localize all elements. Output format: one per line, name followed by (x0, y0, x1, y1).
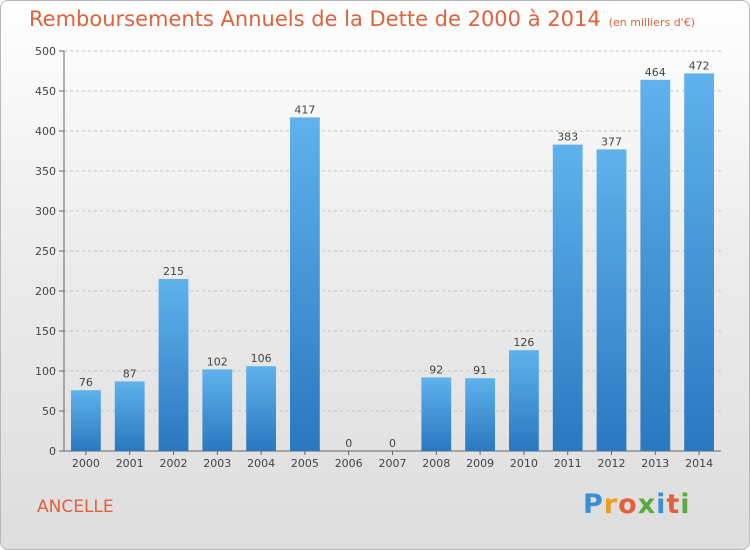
y-tick-label: 350 (35, 165, 56, 178)
data-label: 106 (251, 352, 272, 365)
bar (596, 149, 627, 451)
y-tick-label: 100 (35, 365, 56, 378)
x-tick-label: 2002 (160, 457, 188, 470)
x-tick-label: 2010 (510, 457, 538, 470)
x-tick-label: 2001 (116, 457, 144, 470)
bar (640, 79, 671, 452)
x-tick-label: 2012 (598, 457, 626, 470)
commune-name: ANCELLE (37, 497, 114, 517)
data-label: 0 (345, 437, 352, 450)
y-tick-label: 250 (35, 245, 56, 258)
y-tick-label: 150 (35, 325, 56, 338)
y-tick-label: 200 (35, 285, 56, 298)
data-label: 464 (645, 66, 666, 79)
bar (509, 350, 539, 451)
bar (246, 366, 276, 451)
bars (71, 73, 714, 452)
x-tick-label: 2007 (379, 457, 407, 470)
data-label: 417 (294, 103, 315, 116)
data-label: 102 (207, 355, 228, 368)
y-tick-label: 0 (49, 445, 56, 458)
data-label: 126 (513, 336, 534, 349)
data-label: 383 (557, 131, 578, 144)
data-label: 91 (473, 364, 487, 377)
logo-letter: P (583, 489, 604, 520)
logo-letter: i (680, 489, 691, 520)
chart-subtitle: (en milliers d'€) (608, 16, 695, 29)
bar (421, 377, 452, 451)
logo-letter: o (618, 489, 638, 520)
logo-letter: t (666, 489, 681, 520)
chart-title: Remboursements Annuels de la Dette de 20… (29, 7, 695, 31)
x-tick-label: 2009 (466, 457, 494, 470)
logo-letter: r (603, 489, 619, 520)
x-tick-label: 2006 (335, 457, 363, 470)
y-tick-label: 500 (35, 45, 56, 58)
bar (290, 117, 320, 452)
x-tick-label: 2008 (422, 457, 450, 470)
bar (114, 381, 145, 451)
data-label: 472 (689, 59, 710, 72)
x-tick-label: 2014 (685, 457, 713, 470)
data-label: 215 (163, 265, 184, 278)
data-labels: 76 87 215 102 106 417 0 0 92 91 126 383 377 464 472 (79, 59, 710, 450)
proxiti-logo[interactable]: Proxiti (583, 489, 691, 520)
bar (465, 378, 495, 451)
x-tick-label: 2000 (72, 457, 100, 470)
bar (552, 144, 583, 451)
data-label: 76 (79, 376, 93, 389)
data-label: 87 (123, 367, 137, 380)
data-label: 0 (389, 437, 396, 450)
bar (684, 73, 714, 452)
x-tick-label: 2011 (554, 457, 582, 470)
x-tick-label: 2013 (641, 457, 669, 470)
x-tick-label: 2003 (203, 457, 231, 470)
data-label: 377 (601, 135, 622, 148)
y-tick-label: 450 (35, 85, 56, 98)
y-tick-label: 50 (42, 405, 56, 418)
bar (158, 279, 189, 451)
logo-letter: i (656, 489, 667, 520)
bar (71, 390, 101, 451)
bar (202, 369, 233, 451)
x-tick-label: 2005 (291, 457, 319, 470)
y-tick-label: 300 (35, 205, 56, 218)
y-tick-label: 400 (35, 125, 56, 138)
data-label: 92 (429, 363, 443, 376)
logo-letter: x (637, 489, 657, 520)
x-tick-label: 2004 (247, 457, 275, 470)
chart-title-text: Remboursements Annuels de la Dette de 20… (29, 7, 601, 31)
